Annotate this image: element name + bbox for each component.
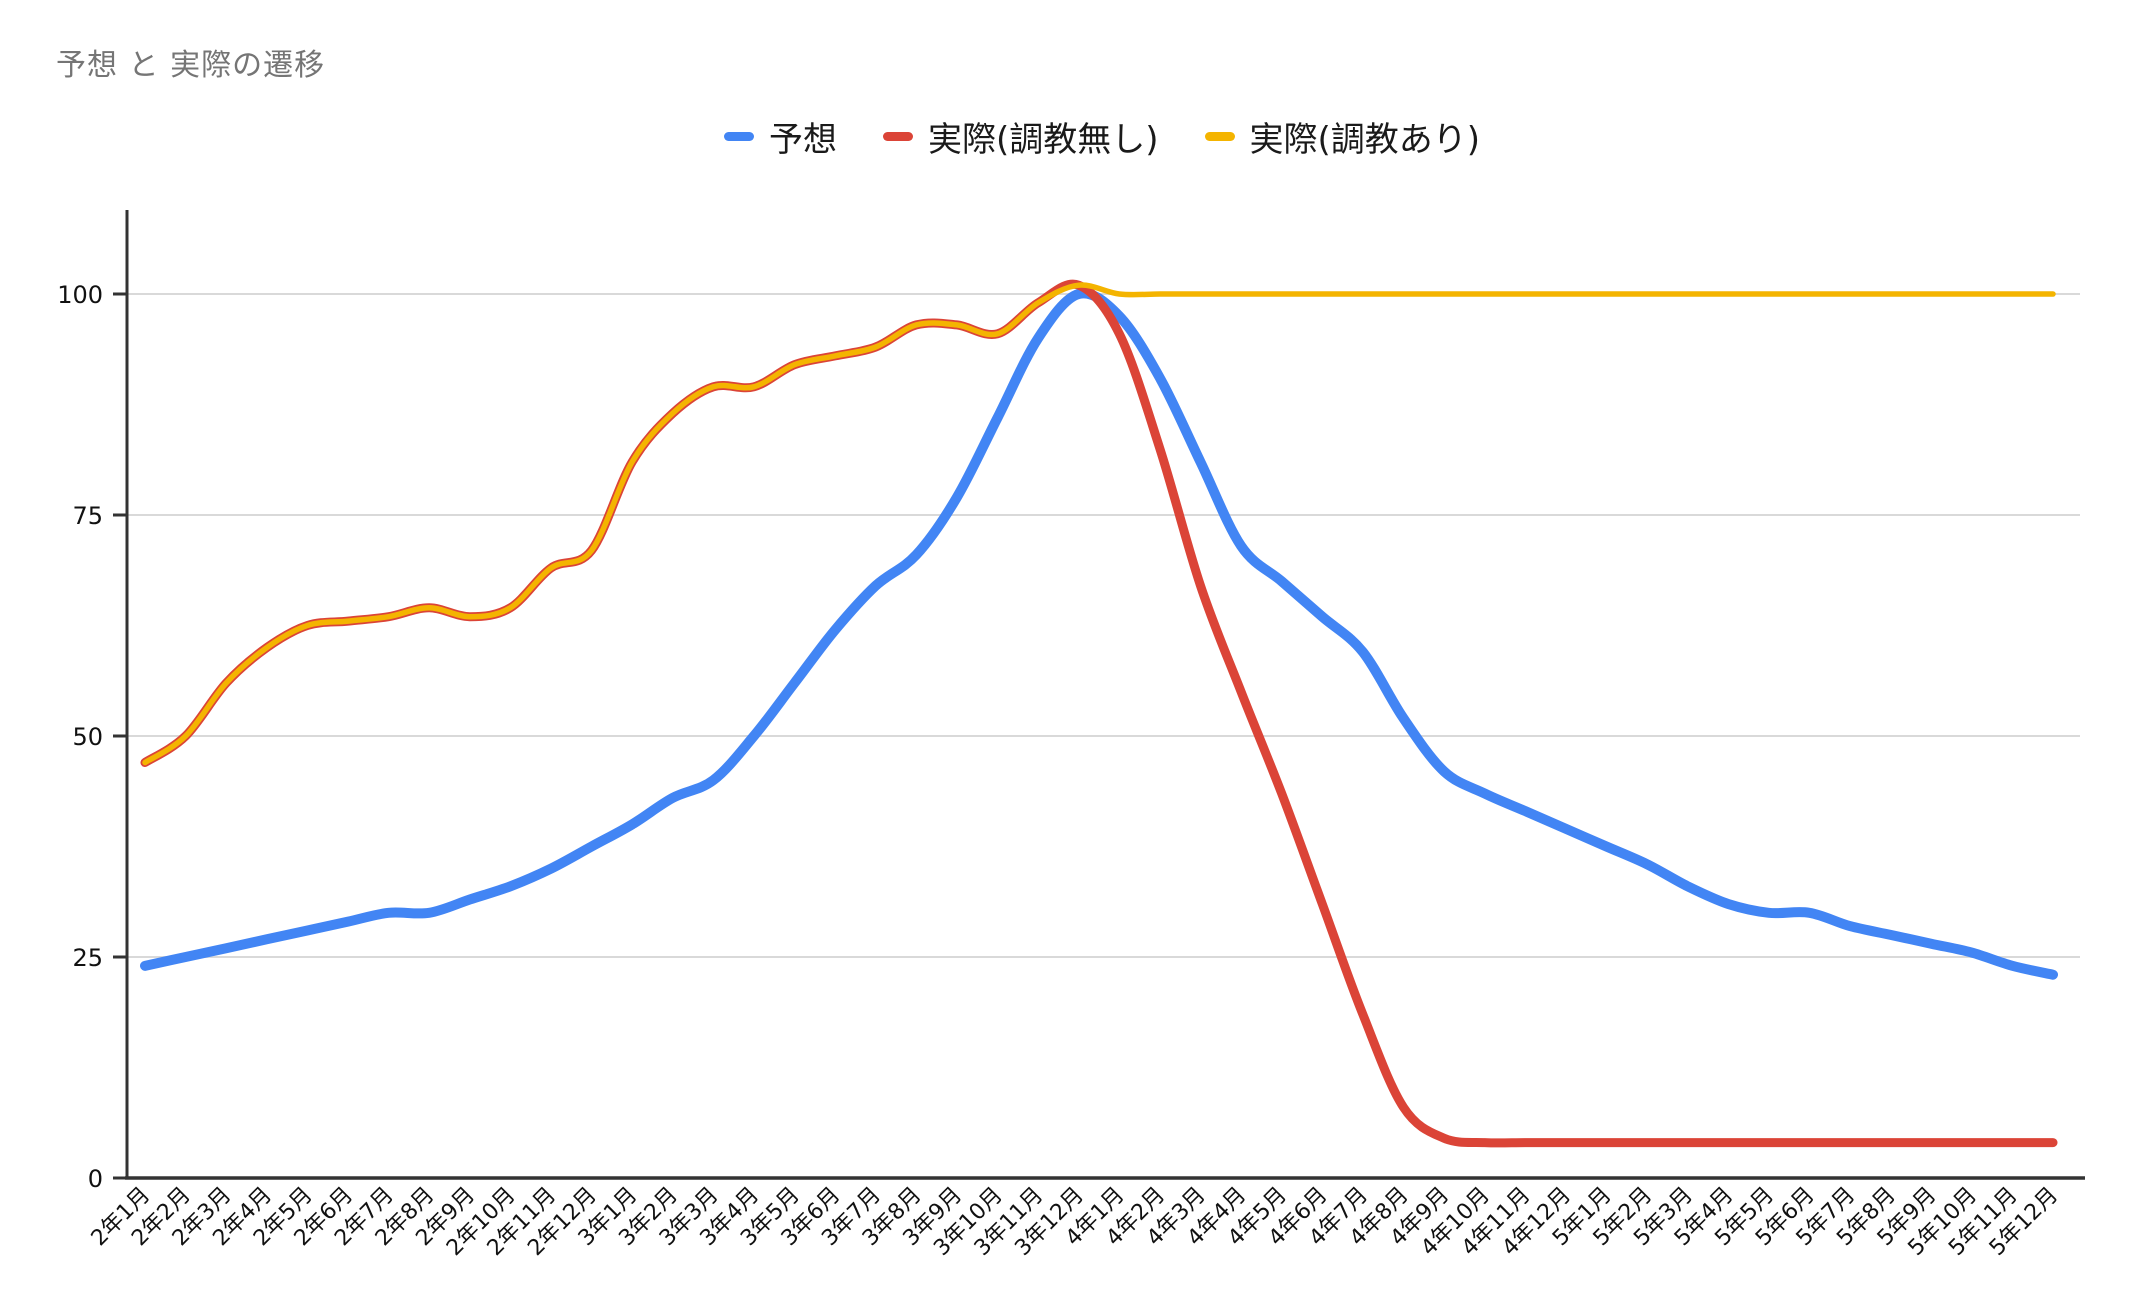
y-axis-label-50: 50: [72, 723, 103, 751]
chart-title: 予想 と 実際の遷移: [56, 48, 326, 83]
series-line-actual-trained: [142, 282, 2056, 766]
y-axis-label-25: 25: [72, 944, 103, 972]
legend-swatch-actual-untrained-icon: [882, 131, 913, 141]
legend-label-actual-untrained: 実際(調教無し): [927, 119, 1159, 160]
legend-swatch-actual-trained-icon: [1204, 131, 1235, 141]
legend-swatch-forecast-icon: [723, 131, 754, 141]
y-axis-label-75: 75: [72, 502, 103, 530]
legend-label-actual-trained: 実際(調教あり): [1249, 119, 1481, 160]
legend-label-forecast: 予想: [768, 119, 837, 160]
series-line-actual-untrained: [140, 279, 2058, 1148]
legend: 予想 実際(調教無し) 実際(調教あり): [127, 106, 2077, 166]
series-line-forecast: [140, 288, 2058, 980]
legend-item-actual-untrained: 実際(調教無し): [882, 112, 1159, 161]
legend-item-actual-trained: 実際(調教あり): [1204, 112, 1481, 161]
axes: [113, 210, 2085, 1180]
legend-item-forecast: 予想: [723, 112, 837, 161]
x-axis-labels: 2年1月2年2月2年3月2年4月2年5月2年6月2年7月2年8月2年9月2年10…: [87, 1183, 2064, 1261]
y-axis-label-0: 0: [88, 1165, 103, 1193]
y-axis-labels: 0 25 50 75 100: [57, 281, 103, 1193]
series-lines: [140, 279, 2058, 1148]
gridlines: [127, 293, 2080, 1179]
y-axis-label-100: 100: [57, 281, 103, 309]
